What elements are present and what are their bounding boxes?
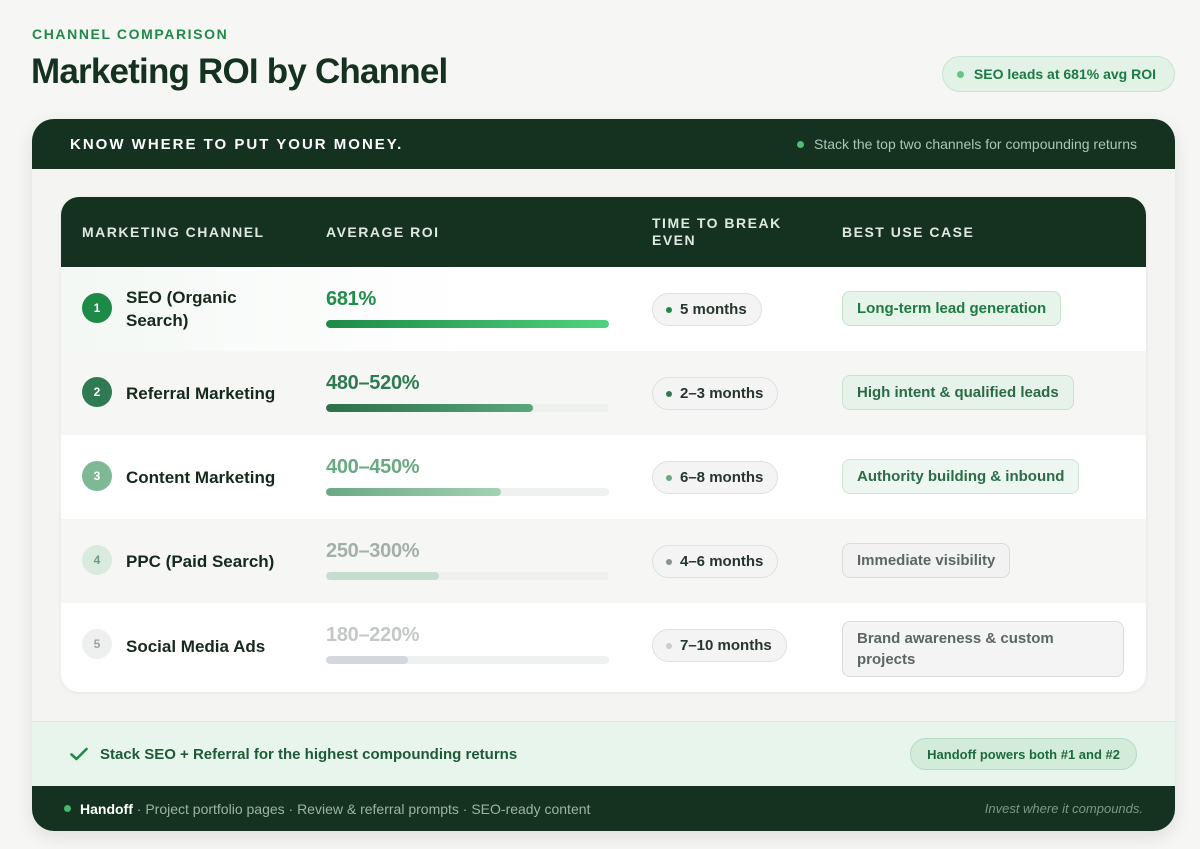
roi-bar-track <box>326 320 609 328</box>
page-title: Marketing ROI by Channel <box>31 52 448 91</box>
card-title: KNOW WHERE TO PUT YOUR MONEY. <box>70 135 404 153</box>
status-dot-icon <box>956 70 964 78</box>
roi-bar-fill <box>326 320 609 328</box>
break-even-value: 5 months <box>680 301 747 318</box>
break-even-value: 2–3 months <box>680 385 764 402</box>
rank-badge: 4 <box>82 545 112 575</box>
roi-bar-fill <box>326 572 440 580</box>
card-footer: Handoff · Project portfolio pages · Revi… <box>32 786 1175 831</box>
card-header: KNOW WHERE TO PUT YOUR MONEY. Stack the … <box>32 119 1175 169</box>
summary-text: Stack SEO + Referral for the highest com… <box>100 745 518 763</box>
rank-badge: 1 <box>82 293 112 323</box>
rank-badge: 3 <box>82 461 112 491</box>
roi-bar-track <box>326 572 609 580</box>
check-icon <box>70 747 88 761</box>
roi-bar-fill <box>326 404 533 412</box>
footer-feature-list: · Project portfolio pages · Review & ref… <box>132 800 591 817</box>
channel-name: Content Marketing <box>126 467 276 487</box>
card-hint-text: Stack the top two channels for compoundi… <box>814 136 1137 152</box>
break-even-badge: 6–8 months <box>652 461 779 494</box>
roi-value: 180–220% <box>326 624 420 646</box>
eyebrow: CHANNEL COMPARISON <box>32 26 229 42</box>
summary-bar: Stack SEO + Referral for the highest com… <box>32 721 1175 786</box>
summary-message: Stack SEO + Referral for the highest com… <box>70 746 517 763</box>
roi-value: 480–520% <box>326 372 420 394</box>
roi-value: 681% <box>326 288 376 310</box>
break-even-dot-icon <box>666 558 672 565</box>
use-case-tag: Immediate visibility <box>842 543 1011 578</box>
footer-dot-icon <box>64 805 71 812</box>
table-row: 3 Content Marketing 400–450% 6–8 months Auth… <box>61 435 1146 519</box>
roi-table: MARKETING CHANNEL AVERAGE ROI TIME TO BR… <box>61 197 1146 692</box>
footer-features: Handoff · Project portfolio pages · Revi… <box>64 801 590 817</box>
break-even-value: 7–10 months <box>680 637 772 654</box>
break-even-dot-icon <box>666 306 672 313</box>
table-row: 4 PPC (Paid Search) 250–300% 4–6 months Imme… <box>61 519 1146 603</box>
use-case-tag: Authority building & inbound <box>842 459 1080 494</box>
column-header-use-case: BEST USE CASE <box>842 223 975 240</box>
hint-dot-icon <box>797 140 805 148</box>
roi-bar-track <box>326 656 609 664</box>
highlight-badge: SEO leads at 681% avg ROI <box>941 56 1175 92</box>
table-row: 5 Social Media Ads 180–220% 7–10 months Bran… <box>61 603 1146 690</box>
roi-bar-track <box>326 404 609 412</box>
column-header-roi: AVERAGE ROI <box>326 223 440 240</box>
highlight-badge-label: SEO leads at 681% avg ROI <box>973 66 1156 82</box>
footer-brand: Handoff <box>80 800 133 817</box>
roi-value: 400–450% <box>326 456 420 478</box>
channel-name: Referral Marketing <box>126 383 276 403</box>
roi-bar-fill <box>326 656 409 664</box>
footer-tagline: Invest where it compounds. <box>984 801 1143 816</box>
channel-name: Social Media Ads <box>126 637 266 656</box>
break-even-badge: 5 months <box>652 293 762 326</box>
use-case-tag: High intent & qualified leads <box>842 375 1074 410</box>
rank-badge: 5 <box>82 629 112 659</box>
table-header: MARKETING CHANNEL AVERAGE ROI TIME TO BR… <box>61 197 1146 267</box>
break-even-value: 4–6 months <box>680 553 764 570</box>
roi-bar-fill <box>326 488 502 496</box>
roi-bar-track <box>326 488 609 496</box>
break-even-badge: 7–10 months <box>652 629 787 662</box>
comparison-card: KNOW WHERE TO PUT YOUR MONEY. Stack the … <box>32 119 1175 831</box>
break-even-dot-icon <box>666 474 672 481</box>
use-case-tag: Brand awareness & custom projects <box>842 621 1124 677</box>
table-body: 1 SEO (Organic Search) 681% 5 months Long-te… <box>61 267 1146 690</box>
break-even-value: 6–8 months <box>680 469 764 486</box>
card-hint: Stack the top two channels for compoundi… <box>797 136 1137 152</box>
summary-badge: Handoff powers both #1 and #2 <box>910 738 1137 770</box>
table-row: 1 SEO (Organic Search) 681% 5 months Long-te… <box>61 267 1146 351</box>
use-case-tag: Long-term lead generation <box>842 291 1062 326</box>
channel-name: PPC (Paid Search) <box>126 551 275 571</box>
table-row: 2 Referral Marketing 480–520% 2–3 months Hig… <box>61 351 1146 435</box>
break-even-badge: 2–3 months <box>652 377 779 410</box>
break-even-badge: 4–6 months <box>652 545 779 578</box>
channel-name: SEO (Organic Search) <box>126 288 237 330</box>
roi-value: 250–300% <box>326 540 420 562</box>
column-header-time: TIME TO BREAK EVEN <box>652 215 782 248</box>
break-even-dot-icon <box>666 642 672 649</box>
break-even-dot-icon <box>666 390 672 397</box>
column-header-channel: MARKETING CHANNEL <box>82 223 265 240</box>
rank-badge: 2 <box>82 377 112 407</box>
